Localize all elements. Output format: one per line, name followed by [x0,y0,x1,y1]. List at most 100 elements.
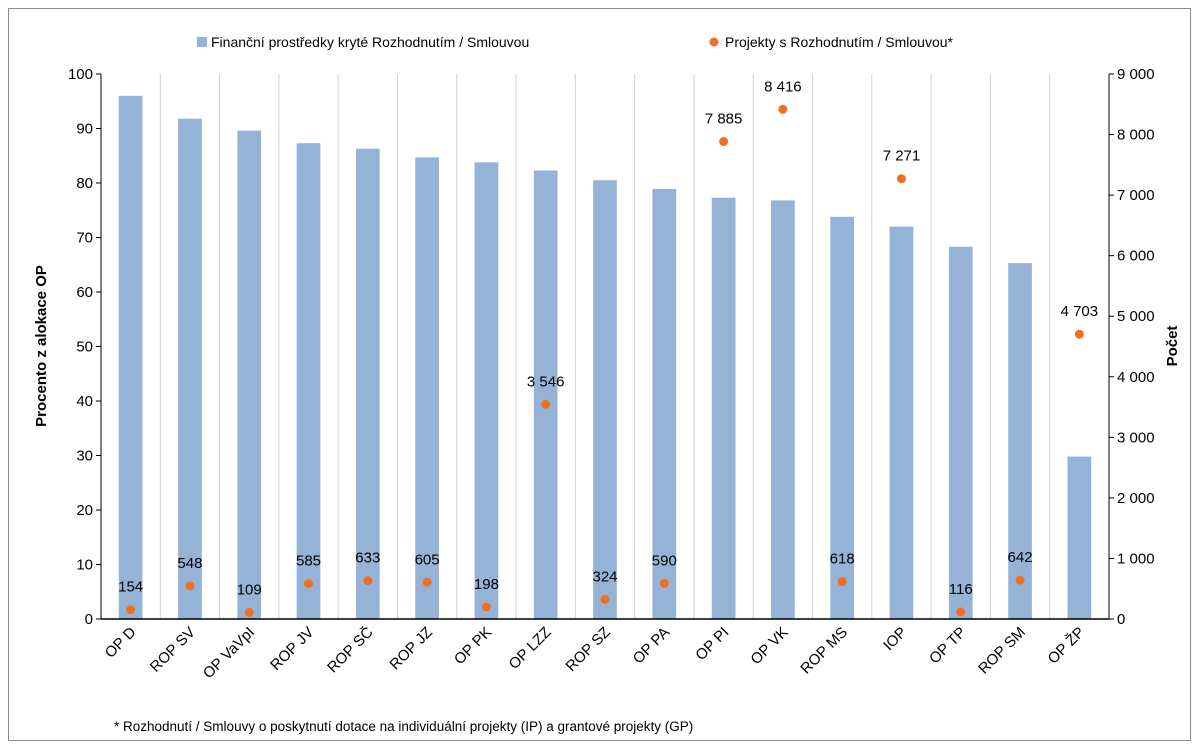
x-tick-label: OP PK [451,624,495,668]
data-label: 7 885 [705,111,743,128]
bar [1008,263,1032,619]
data-label: 3 546 [527,373,565,390]
data-label: 109 [237,581,262,598]
y-tick-label: 20 [76,502,93,519]
x-tick-label: ROP MS [797,624,851,678]
y2-tick-label: 4 000 [1117,369,1155,386]
y-axis-title: Procento z alokace OP [33,265,50,427]
data-point [304,579,314,589]
x-tick-label: OP PI [692,624,732,664]
y2-tick-label: 6 000 [1117,248,1155,265]
data-point [896,174,906,184]
legend-bar-swatch [197,37,207,47]
bar [415,157,439,619]
data-label: 7 271 [883,148,921,165]
bar [652,188,677,619]
data-point [541,399,551,409]
x-tick-label: ROP JV [267,624,317,674]
y-tick-label: 40 [76,393,93,410]
data-label: 585 [296,553,321,570]
bar [771,200,795,619]
gridlines [159,74,1051,619]
bar [711,197,736,619]
bar [533,170,558,619]
right-axis-ticks: 0 1 000 2 000 3 000 4 000 5 000 6 000 7 000 8 00… [1109,66,1155,628]
bar [178,118,202,619]
bar [889,226,914,619]
y-tick-label: 60 [76,284,93,301]
y-tick-label: 100 [68,66,93,83]
x-tick-label: OP PA [630,624,673,667]
data-point [244,607,254,617]
data-point [659,578,669,588]
data-point [126,605,136,615]
data-point [185,581,195,591]
x-tick-label: OP VK [747,624,791,668]
data-labels: 154 548 109 585 633 605 198 3 546 324 590 7 885 8 4… [118,78,1098,598]
footnote: * Rozhodnutí / Smlouvy o poskytnutí dota… [114,719,693,734]
combo-chart: 0 10 20 30 40 50 60 70 80 90 100 0 1 000 2 000 3 000 4… [33,34,1181,734]
category-axis-labels: OP D ROP SV OP VaVpI ROP JV ROP SČ ROP JZ OP P… [102,624,1088,682]
y2-tick-label: 9 000 [1117,66,1155,83]
bar [118,95,143,620]
data-label: 548 [177,555,202,572]
x-tick-label: ROP SZ [563,624,614,675]
data-label: 116 [949,581,973,598]
bar [237,130,262,619]
bar [830,216,855,620]
legend-bar-label: Finanční prostředky kryté Rozhodnutím / … [211,34,529,50]
bar [296,143,321,619]
y-tick-label: 10 [76,557,93,574]
legend-point-label: Projekty s Rozhodnutím / Smlouvou* [725,34,954,50]
data-point [481,602,491,612]
x-tick-label: OP TP [926,624,969,667]
y2-tick-label: 5 000 [1117,308,1155,325]
data-point [600,594,610,604]
data-label: 4 703 [1061,303,1099,320]
data-label: 605 [415,551,440,568]
data-label: 590 [652,552,677,569]
bar [593,180,617,619]
data-label: 633 [355,550,380,567]
x-tick-label: ROP JZ [386,624,436,674]
data-label: 8 416 [764,78,802,95]
data-point [837,577,847,587]
x-tick-label: IOP [880,624,910,654]
legend-point-swatch [709,37,719,47]
x-tick-label: OP LZZ [506,624,555,673]
y-tick-label: 50 [76,339,93,356]
x-tick-label: ROP SV [147,624,199,676]
y2-tick-label: 0 [1117,611,1125,628]
left-axis-ticks: 0 10 20 30 40 50 60 70 80 90 100 [68,66,101,628]
x-tick-label: ROP SM [975,624,1029,678]
data-label: 642 [1008,549,1033,566]
data-point [1015,575,1025,585]
x-tick-label: OP VaVpI [200,624,258,682]
y2-tick-label: 8 000 [1117,127,1155,144]
legend: Finanční prostředky kryté Rozhodnutím / … [197,34,954,50]
data-label: 198 [474,576,499,593]
y-tick-label: 90 [76,121,93,138]
data-point [719,137,729,147]
y2-tick-label: 7 000 [1117,187,1155,204]
chart-frame: 0 10 20 30 40 50 60 70 80 90 100 0 1 000 2 000 3 000 4… [8,8,1191,741]
data-point [956,607,966,617]
x-tick-label: ROP SČ [324,624,377,677]
bar-series [118,95,1092,620]
x-tick-label: OP ŽP [1045,624,1089,668]
data-point [778,104,788,114]
point-series [126,104,1084,617]
bar [355,148,380,620]
data-point [422,577,432,587]
data-label: 324 [592,568,617,585]
bar [1067,456,1092,619]
x-tick-label: OP D [102,624,140,662]
y2-tick-label: 1 000 [1117,550,1155,567]
data-point [363,576,373,586]
y-tick-label: 80 [76,175,93,192]
y2-tick-label: 2 000 [1117,490,1155,507]
y2-axis-title: Počet [1164,326,1181,367]
y-tick-label: 0 [85,611,93,628]
bar [474,162,499,620]
data-point [1074,329,1084,339]
